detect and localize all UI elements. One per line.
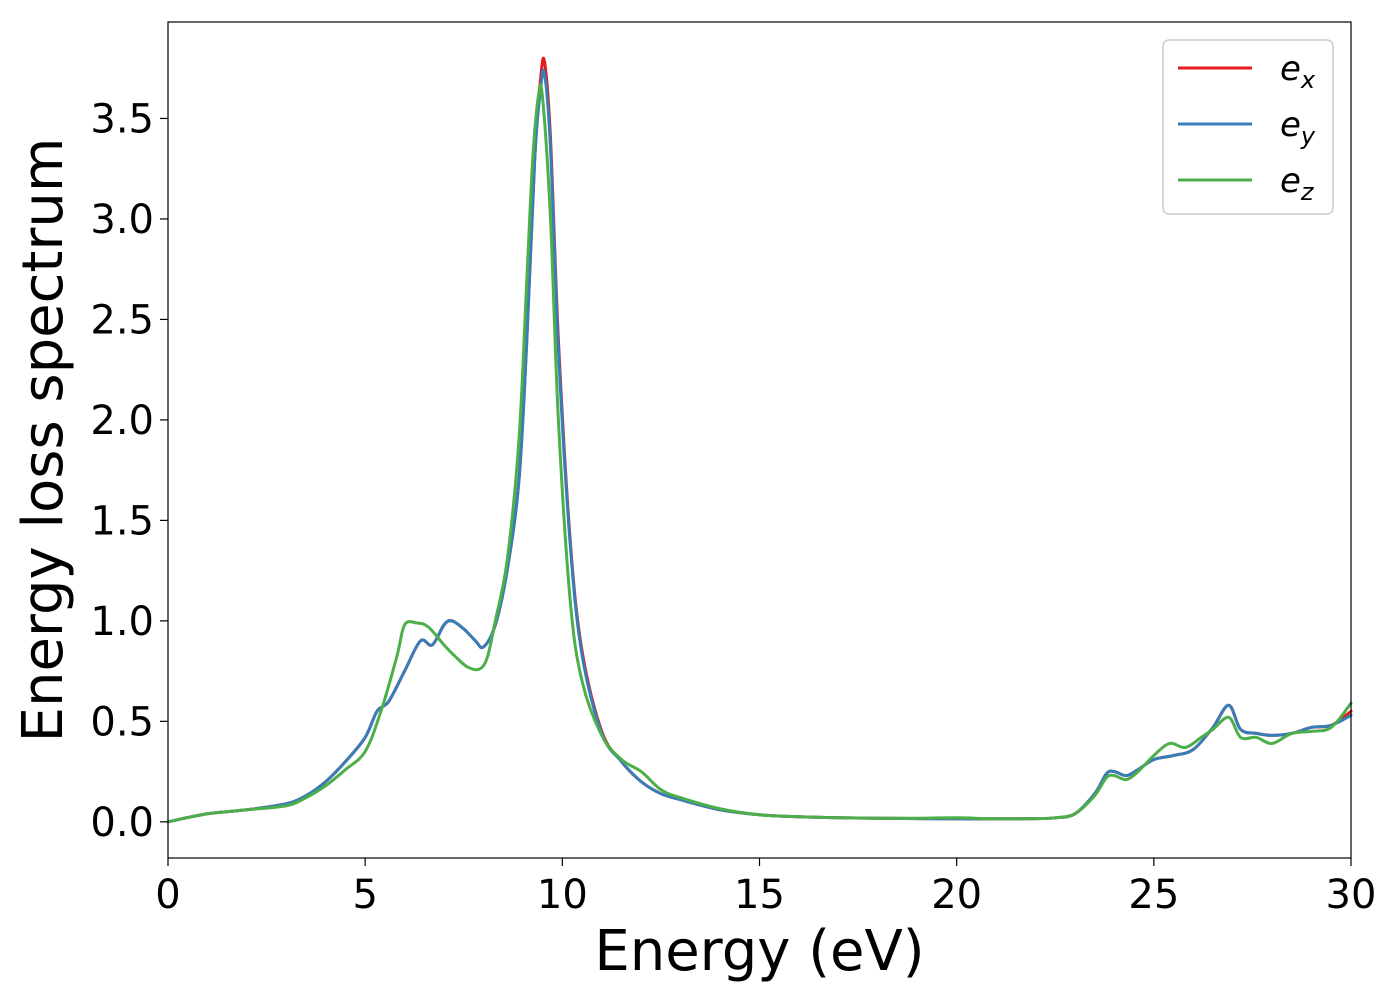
y-tick-label: 3.5 [90, 96, 154, 142]
series-layer [166, 56, 1353, 824]
legend-label-ez: ez [1280, 161, 1315, 206]
x-axis-label: Energy (eV) [594, 919, 924, 984]
x-tick-label: 0 [155, 872, 180, 918]
x-tick-label: 5 [352, 872, 377, 918]
y-axis-label: Energy loss spectrum [11, 138, 76, 743]
x-tick-label: 25 [1128, 872, 1179, 918]
y-tick-label: 1.0 [90, 599, 154, 645]
y-axis: 0.0 0.5 1.0 1.5 2.0 2.5 3.0 3.5 [90, 96, 168, 846]
y-tick-label: 3.0 [90, 197, 154, 243]
series-line-ez [166, 83, 1353, 824]
x-tick-label: 30 [1326, 872, 1377, 918]
y-tick-label: 0.5 [90, 699, 154, 745]
x-axis: 0 5 10 15 20 25 30 [155, 858, 1376, 918]
x-tick-label: 10 [537, 872, 588, 918]
y-tick-label: 2.5 [90, 297, 154, 343]
y-tick-label: 1.5 [90, 498, 154, 544]
legend-label-ey: ey [1280, 105, 1316, 150]
x-tick-label: 20 [931, 872, 982, 918]
legend-frame [1162, 39, 1334, 215]
plot-background [168, 22, 1351, 858]
y-tick-label: 2.0 [90, 398, 154, 444]
x-tick-label: 15 [734, 872, 785, 918]
y-tick-label: 0.0 [90, 800, 154, 846]
legend: ex ey ez [1162, 39, 1334, 215]
legend-label-ex: ex [1280, 49, 1316, 94]
